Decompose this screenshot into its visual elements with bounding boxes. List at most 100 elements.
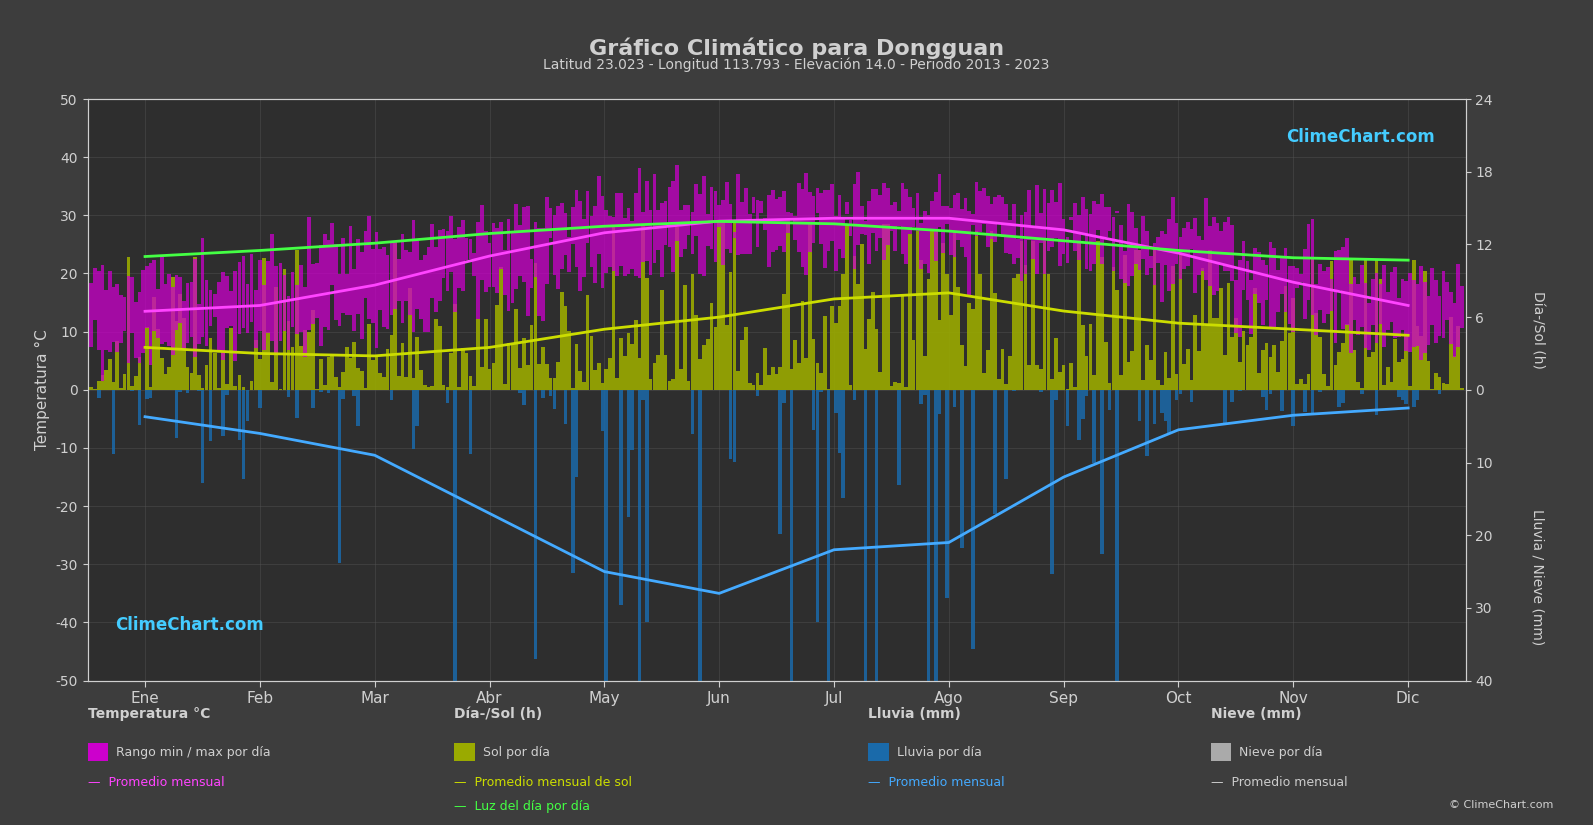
Bar <box>523 207 526 281</box>
Bar <box>801 301 804 390</box>
Bar <box>1005 390 1008 479</box>
Bar <box>1306 374 1311 390</box>
Bar <box>905 388 908 390</box>
Bar <box>460 347 465 390</box>
Bar <box>744 327 747 390</box>
Bar <box>1456 264 1459 347</box>
Bar <box>454 390 457 681</box>
Bar <box>593 370 597 390</box>
Bar <box>883 182 886 260</box>
Bar <box>178 294 182 390</box>
Bar <box>1104 206 1107 237</box>
Bar <box>664 355 667 390</box>
Bar <box>1101 257 1104 390</box>
Bar <box>145 390 148 399</box>
Bar <box>487 243 491 286</box>
Bar <box>1096 241 1099 390</box>
Bar <box>295 251 298 390</box>
Bar <box>760 201 763 213</box>
Bar <box>631 390 634 450</box>
Bar <box>374 232 379 347</box>
Bar <box>430 224 433 298</box>
Bar <box>274 266 279 353</box>
Bar <box>530 325 534 390</box>
Bar <box>1450 317 1453 390</box>
Bar <box>849 220 852 236</box>
Bar <box>1322 271 1325 323</box>
Bar <box>201 238 204 337</box>
Bar <box>679 210 683 257</box>
Bar <box>1344 238 1349 325</box>
Bar <box>1378 280 1383 390</box>
Bar <box>1069 363 1074 390</box>
Bar <box>282 275 287 331</box>
Bar <box>1134 228 1137 264</box>
Bar <box>379 249 382 310</box>
Bar <box>229 328 233 390</box>
Bar <box>863 349 867 390</box>
Bar <box>883 224 886 390</box>
Bar <box>441 384 446 390</box>
Bar <box>623 356 626 390</box>
Bar <box>760 385 763 390</box>
Text: Sol por día: Sol por día <box>483 746 550 759</box>
Bar <box>575 190 578 267</box>
Bar <box>1016 274 1020 390</box>
Bar <box>889 205 894 231</box>
Bar <box>1411 390 1416 408</box>
Bar <box>1134 251 1137 390</box>
Bar <box>945 390 949 598</box>
Bar <box>755 390 760 396</box>
Bar <box>824 317 827 390</box>
Bar <box>1408 386 1411 390</box>
Bar <box>382 377 386 390</box>
Bar <box>1408 273 1411 351</box>
Bar <box>390 390 393 400</box>
Bar <box>725 182 728 249</box>
Bar <box>441 229 446 279</box>
Bar <box>1394 339 1397 390</box>
Bar <box>1012 204 1016 264</box>
Bar <box>1383 265 1386 347</box>
Bar <box>221 390 225 436</box>
Bar <box>422 255 427 332</box>
Bar <box>134 302 137 358</box>
Bar <box>401 234 405 323</box>
Bar <box>1338 390 1341 408</box>
Bar <box>793 216 796 240</box>
Bar <box>503 250 507 295</box>
Bar <box>1131 212 1134 276</box>
Text: Nieve (mm): Nieve (mm) <box>1211 707 1301 721</box>
Bar <box>637 358 642 390</box>
Bar <box>131 386 134 390</box>
Bar <box>145 328 148 390</box>
Bar <box>846 224 849 390</box>
Bar <box>330 224 335 285</box>
Bar <box>405 250 408 301</box>
Bar <box>411 378 416 390</box>
Bar <box>1254 248 1257 294</box>
Bar <box>545 196 548 284</box>
Bar <box>476 318 479 390</box>
Bar <box>860 244 863 390</box>
Bar <box>142 271 145 353</box>
Bar <box>922 211 927 264</box>
Bar <box>1107 383 1112 390</box>
Bar <box>1431 268 1434 325</box>
Bar <box>473 253 476 276</box>
Bar <box>593 206 597 283</box>
Bar <box>1024 212 1027 274</box>
Bar <box>827 390 830 681</box>
Bar <box>1411 280 1416 347</box>
Bar <box>1292 266 1295 332</box>
Bar <box>112 390 115 455</box>
Bar <box>1314 314 1317 390</box>
Bar <box>1360 388 1364 390</box>
Bar <box>221 272 225 360</box>
Bar <box>620 193 623 266</box>
Bar <box>841 275 844 390</box>
Bar <box>86 334 89 390</box>
Bar <box>352 390 357 396</box>
Bar <box>1012 390 1016 391</box>
Bar <box>1131 351 1134 390</box>
